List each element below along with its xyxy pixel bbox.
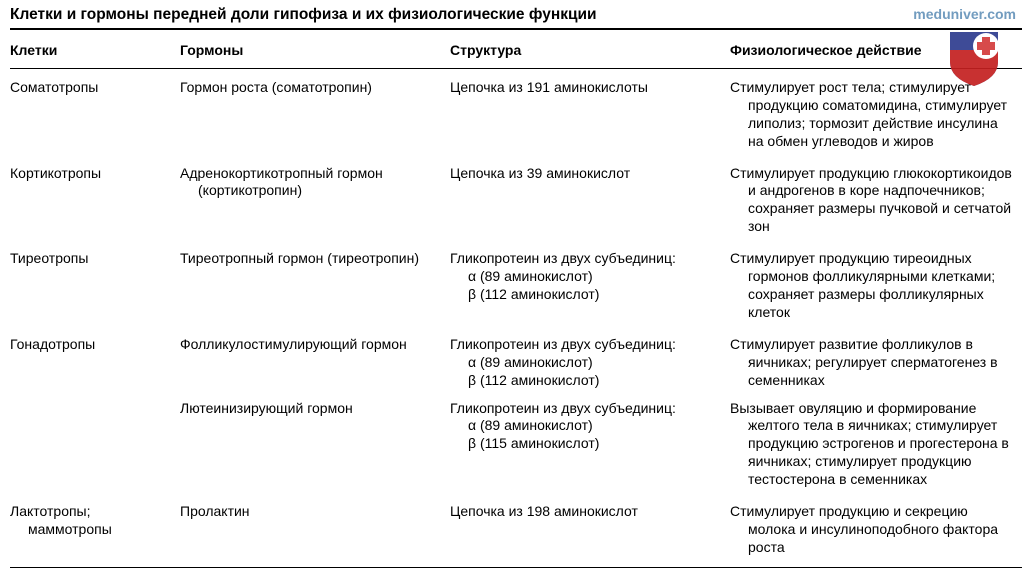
- cell-hormone: Пролактин: [180, 493, 450, 561]
- cell-type: Лактотропы; маммотропы: [10, 493, 180, 561]
- cell-type: Гонадотропы: [10, 326, 180, 394]
- cell-structure: Цепочка из 198 аминокислот: [450, 493, 730, 561]
- cell-hormone: Тиреотропный гормон (тиреотропин): [180, 240, 450, 326]
- cell-hormone: Фолликулостимулирующий гормон: [180, 326, 450, 394]
- cell-effect: Стимулирует продукцию тиреоидных гормоно…: [730, 240, 1022, 326]
- cell-structure: Гликопротеин из двух субъединиц: α (89 а…: [450, 240, 730, 326]
- cell-type: [10, 394, 180, 494]
- cell-hormone: Лютеинизирующий гормон: [180, 394, 450, 494]
- table-row: Гонадотропы Фолликулостимулирующий гормо…: [10, 326, 1022, 394]
- table-row: Кортикотропы Адренокортикотропный гормон…: [10, 155, 1022, 241]
- cell-structure: Гликопротеин из двух субъединиц: α (89 а…: [450, 326, 730, 394]
- title-bar: Клетки и гормоны передней доли гипофиза …: [10, 0, 1022, 30]
- table-row: Тиреотропы Тиреотропный гормон (тиреотро…: [10, 240, 1022, 326]
- col-header-structure: Структура: [450, 32, 730, 68]
- watermark: meduniver.com: [913, 6, 1016, 22]
- col-header-hormone: Гормоны: [180, 32, 450, 68]
- cell-effect: Стимулирует продукцию и секрецию молока …: [730, 493, 1022, 561]
- cell-type: Тиреотропы: [10, 240, 180, 326]
- cell-type: Соматотропы: [10, 68, 180, 154]
- cell-effect: Стимулирует продукцию глюкокортикоидов и…: [730, 155, 1022, 241]
- table-row: Лактотропы; маммотропы Пролактин Цепочка…: [10, 493, 1022, 561]
- col-header-cells: Клетки: [10, 32, 180, 68]
- table-row: Соматотропы Гормон роста (соматотропин) …: [10, 68, 1022, 154]
- table-header-row: Клетки Гормоны Структура Физиологическое…: [10, 32, 1022, 68]
- cell-hormone: Гормон роста (соматотропин): [180, 68, 450, 154]
- cell-effect: Вызывает овуляцию и формирование желтого…: [730, 394, 1022, 494]
- cell-effect: Стимулирует развитие фолликулов в яичник…: [730, 326, 1022, 394]
- cell-structure: Цепочка из 39 аминокислот: [450, 155, 730, 241]
- hormones-table: Клетки Гормоны Структура Физиологическое…: [10, 32, 1022, 561]
- cell-hormone: Адренокортикотропный гормон (кортикотроп…: [180, 155, 450, 241]
- cell-type: Кортикотропы: [10, 155, 180, 241]
- footer-rule: [10, 567, 1022, 568]
- meduniver-logo-icon: [946, 28, 1002, 88]
- cell-structure: Цепочка из 191 аминокислоты: [450, 68, 730, 154]
- cell-structure: Гликопротеин из двух субъединиц: α (89 а…: [450, 394, 730, 494]
- page-title: Клетки и гормоны передней доли гипофиза …: [10, 6, 597, 23]
- table-row: Лютеинизирующий гормон Гликопротеин из д…: [10, 394, 1022, 494]
